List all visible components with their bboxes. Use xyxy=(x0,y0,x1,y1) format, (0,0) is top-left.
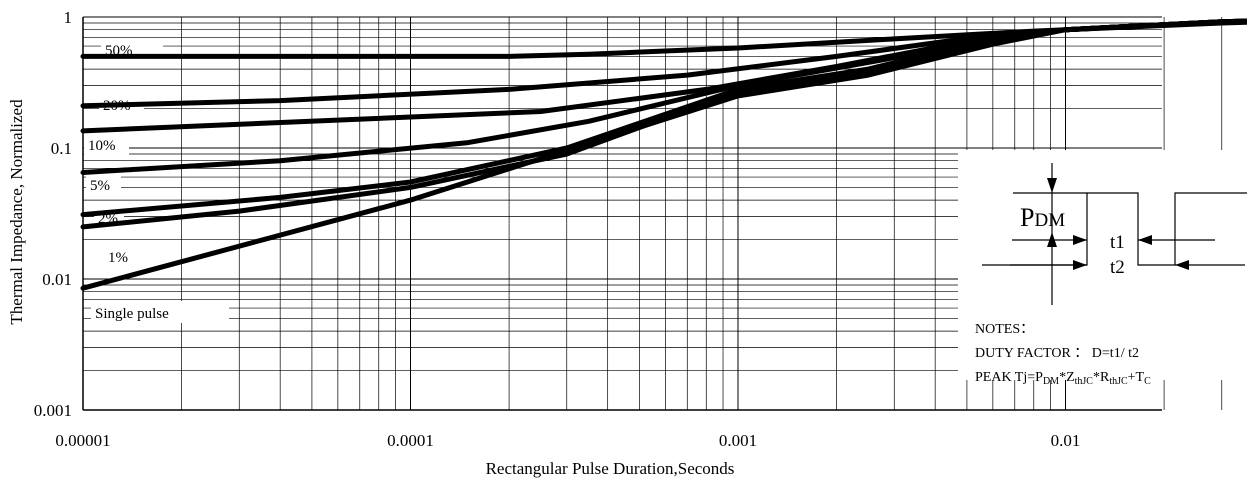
x-tick-label: 0.001 xyxy=(719,431,757,450)
series-line xyxy=(80,18,1247,230)
series-line xyxy=(80,19,1247,59)
waveform-arrows xyxy=(1047,178,1189,270)
series-label-background xyxy=(84,133,129,155)
t1-label: t1 xyxy=(1110,232,1125,253)
series-line xyxy=(80,18,1247,109)
y-tick-label: 0.01 xyxy=(42,270,72,289)
series-label: Single pulse xyxy=(95,306,169,322)
series-label-background xyxy=(86,173,121,195)
series-line xyxy=(80,18,1247,134)
t2-label: t2 xyxy=(1110,257,1125,278)
y-tick-label: 0.1 xyxy=(51,139,72,158)
y-axis-title: Thermal Impedance, Normalized xyxy=(7,99,26,325)
pdm-up-arrow-icon xyxy=(1047,232,1057,247)
series-label: 2% xyxy=(98,211,118,227)
x-tick-label: 0.0001 xyxy=(387,431,434,450)
x-axis-title: Rectangular Pulse Duration,Seconds xyxy=(486,459,735,478)
pulse-outline xyxy=(982,192,1247,266)
series-label: 1% xyxy=(108,250,128,266)
series-lines xyxy=(80,18,1247,291)
x-tick-label: 0.00001 xyxy=(55,431,110,450)
series-label: 20% xyxy=(103,98,131,114)
series-label: 10% xyxy=(88,138,116,154)
series-label: 5% xyxy=(90,178,110,194)
series-line xyxy=(80,18,1247,218)
t2-left-arrow-icon xyxy=(1175,260,1189,270)
duty-factor-note: DUTY FACTOR ： D=t1/ t2 xyxy=(975,346,1139,361)
series-label-background xyxy=(104,245,134,267)
t1-right-arrow-icon xyxy=(1073,235,1087,245)
series-line xyxy=(80,18,1247,175)
peak-tj-note: PEAK Tj=PDM*ZthJC*RthJC+TC xyxy=(975,370,1151,387)
pdm-down-arrow-icon xyxy=(1047,178,1057,193)
y-tick-label: 0.001 xyxy=(34,401,72,420)
series-label: 50% xyxy=(105,43,133,59)
series-labels: 50% 20% 10% 5% 2% 1% Single pulse xyxy=(88,43,169,322)
pdm-label: PDM xyxy=(1020,203,1065,232)
y-tick-label: 1 xyxy=(64,8,73,27)
y-tick-labels: 1 0.1 0.01 0.001 xyxy=(34,8,72,420)
t2-right-arrow-icon xyxy=(1073,260,1087,270)
notes-title: NOTES： xyxy=(975,322,1034,337)
series-label-background xyxy=(91,301,229,323)
series-line xyxy=(80,18,1247,291)
t1-left-arrow-icon xyxy=(1138,235,1152,245)
notes-panel: PDM t1 t2 NOTES： DUTY FACTOR ： D=t1/ t2 … xyxy=(958,150,1247,387)
x-tick-label: 0.01 xyxy=(1051,431,1081,450)
